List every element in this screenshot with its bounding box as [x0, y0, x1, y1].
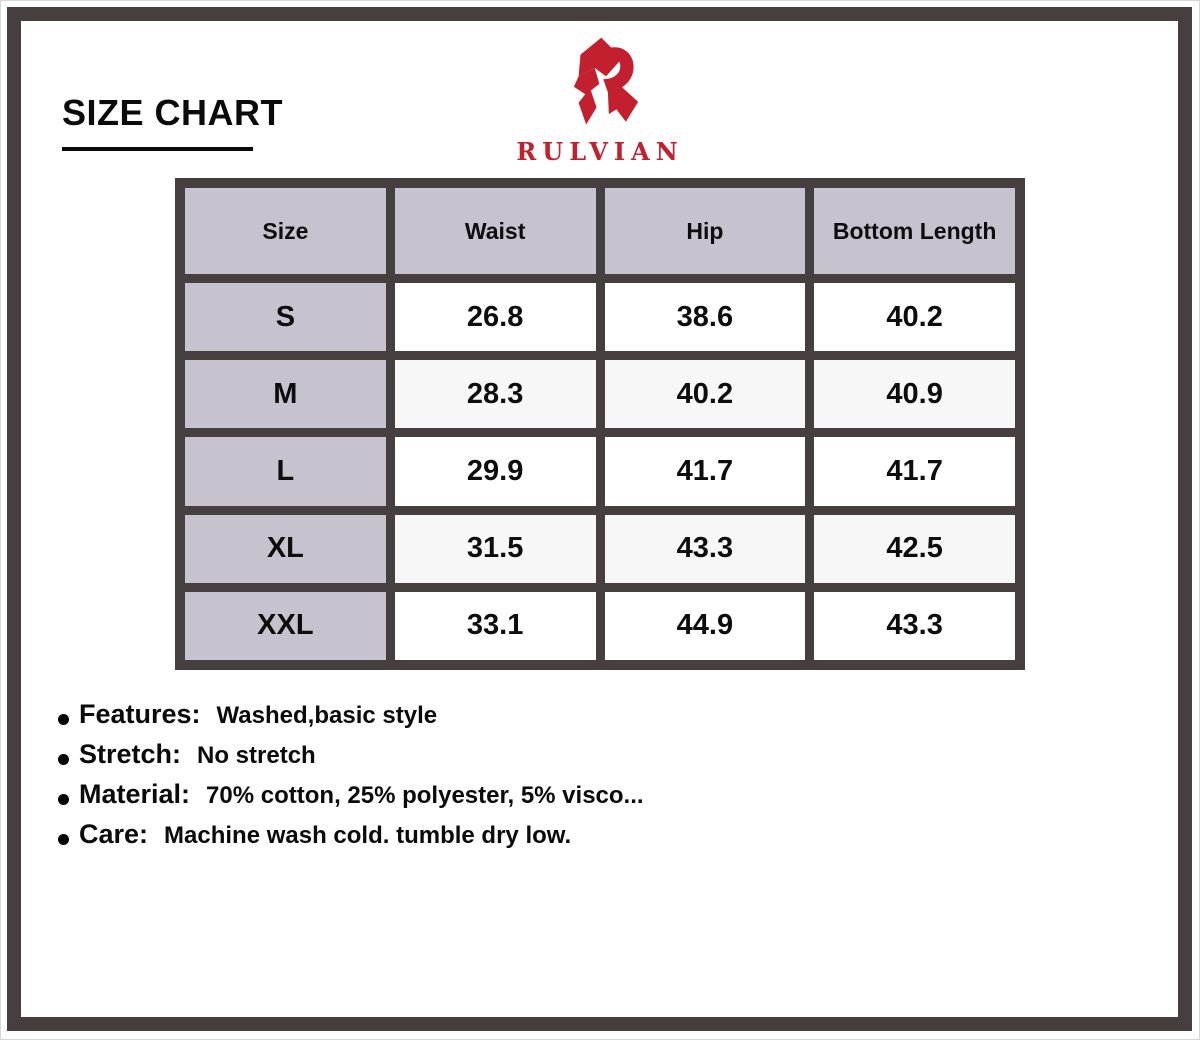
waist-value-xl: 31.5 — [394, 514, 596, 583]
brand-logo: RULVIAN — [516, 30, 683, 166]
hip-value-xxl: 44.9 — [604, 591, 806, 660]
size-label-l: L — [185, 437, 386, 506]
waist-value-s: 26.8 — [394, 283, 596, 352]
waist-value-l: 29.9 — [394, 437, 596, 506]
column-header-bottom-length: Bottom Length — [814, 188, 1015, 274]
hip-value-s: 38.6 — [604, 283, 806, 352]
detail-label: Stretch: — [79, 739, 182, 769]
size-label-xl: XL — [185, 514, 386, 583]
bullet-icon — [58, 713, 69, 725]
column-header-hip: Hip — [604, 188, 806, 274]
bullet-icon — [58, 793, 69, 805]
column-header-size: Size — [185, 188, 386, 274]
length-value-l: 41.7 — [814, 437, 1015, 506]
detail-label: Care: — [79, 819, 149, 849]
bullet-icon — [58, 753, 69, 765]
bullet-icon — [58, 833, 69, 845]
waist-value-xxl: 33.1 — [394, 591, 596, 660]
list-item-material: Material: 70% cotton, 25% polyester, 5% … — [58, 779, 644, 819]
detail-label: Features: — [79, 699, 201, 729]
size-table: Size Waist Hip Bottom Length S 26.8 38.6… — [175, 178, 1025, 670]
detail-label: Material: — [79, 779, 191, 809]
hip-value-m: 40.2 — [604, 360, 806, 429]
length-value-xl: 42.5 — [814, 514, 1015, 583]
product-details-list: Features: Washed,basic style Stretch: No… — [58, 699, 644, 859]
page-title: SIZE CHART — [62, 92, 283, 133]
brand-r-mark-icon — [573, 37, 638, 125]
brand-name: RULVIAN — [516, 137, 684, 166]
hip-value-xl: 43.3 — [604, 514, 806, 583]
title-underline — [62, 146, 253, 151]
column-header-waist: Waist — [394, 188, 596, 274]
detail-value: Machine wash cold. tumble dry low. — [164, 822, 572, 849]
size-label-xxl: XXL — [185, 591, 386, 660]
title-block: SIZE CHART — [62, 94, 283, 151]
size-label-m: M — [185, 360, 386, 429]
list-item-care: Care: Machine wash cold. tumble dry low. — [58, 819, 644, 859]
detail-value: No stretch — [197, 742, 316, 769]
length-value-m: 40.9 — [814, 360, 1015, 429]
length-value-s: 40.2 — [814, 283, 1015, 352]
list-item-features: Features: Washed,basic style — [58, 699, 644, 739]
waist-value-m: 28.3 — [394, 360, 596, 429]
detail-value: 70% cotton, 25% polyester, 5% visco... — [206, 782, 644, 809]
length-value-xxl: 43.3 — [814, 591, 1015, 660]
size-label-s: S — [185, 283, 386, 352]
detail-value: Washed,basic style — [216, 702, 438, 729]
hip-value-l: 41.7 — [604, 437, 806, 506]
list-item-stretch: Stretch: No stretch — [58, 739, 644, 779]
